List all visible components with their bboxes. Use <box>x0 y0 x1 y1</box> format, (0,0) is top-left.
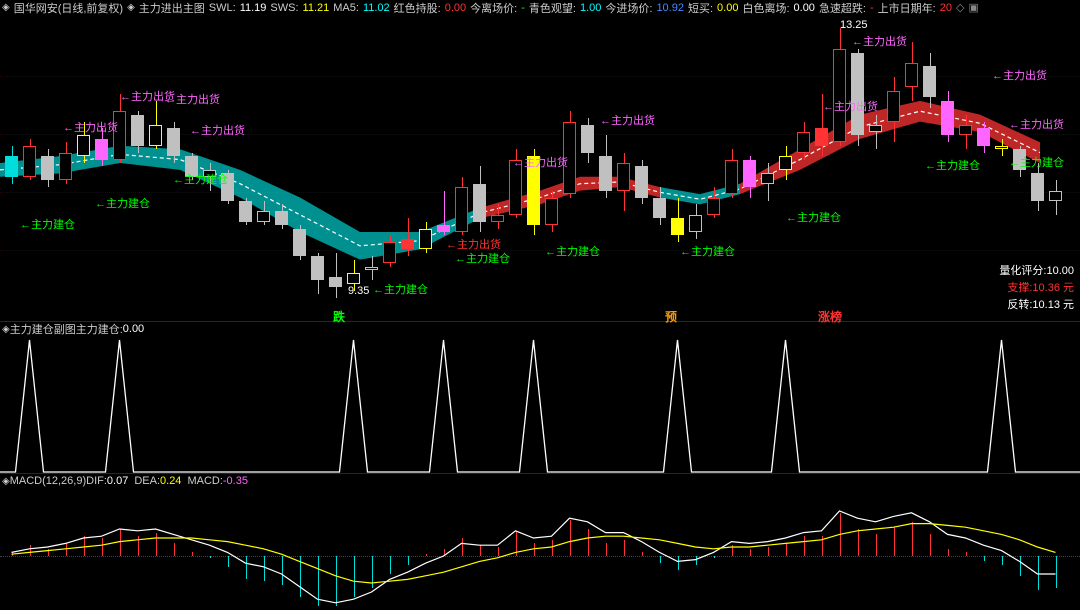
candle[interactable] <box>257 0 270 321</box>
candle[interactable] <box>491 0 504 321</box>
candle[interactable] <box>689 0 702 321</box>
annotation: ←主力建仓 <box>1009 154 1064 170</box>
annotation: ←主力出货 <box>600 112 655 128</box>
candle[interactable] <box>59 0 72 321</box>
candle[interactable] <box>185 0 198 321</box>
candle[interactable] <box>671 0 684 321</box>
annotation: ←主力出货 <box>513 154 568 170</box>
annotation: ←主力建仓 <box>925 157 980 173</box>
candle[interactable] <box>725 0 738 321</box>
candle[interactable] <box>653 0 666 321</box>
candle[interactable] <box>23 0 36 321</box>
candle[interactable] <box>131 0 144 321</box>
candle[interactable] <box>473 0 486 321</box>
candle[interactable] <box>455 0 468 321</box>
candle[interactable] <box>275 0 288 321</box>
candle[interactable] <box>221 0 234 321</box>
candle[interactable] <box>383 0 396 321</box>
annotation: ←主力出货 <box>190 122 245 138</box>
candle[interactable] <box>743 0 756 321</box>
candle[interactable] <box>617 0 630 321</box>
candle[interactable] <box>293 0 306 321</box>
info-row: 反转:10.13 元 <box>1007 296 1074 312</box>
candle[interactable] <box>365 0 378 321</box>
candle[interactable] <box>77 0 90 321</box>
annotation: ←主力出货 <box>165 91 220 107</box>
annotation: ←主力建仓 <box>680 243 735 259</box>
annotation: ←主力出货 <box>63 119 118 135</box>
annotation: ←主力建仓 <box>95 195 150 211</box>
candle[interactable] <box>149 0 162 321</box>
candle[interactable] <box>581 0 594 321</box>
candle[interactable] <box>311 0 324 321</box>
macd-lines <box>0 474 1080 610</box>
annotation: ←主力出货 <box>823 98 878 114</box>
annotation: ←主力出货 <box>852 33 907 49</box>
info-row: 支撑:10.36 元 <box>1007 279 1074 295</box>
annotation: ←主力建仓 <box>20 216 75 232</box>
main-chart-panel[interactable]: ◈国华网安(日线,前复权)◈主力进出主图SWL:11.19SWS:11.21MA… <box>0 0 1080 322</box>
candle[interactable] <box>5 0 18 321</box>
candle[interactable] <box>815 0 828 321</box>
price-label: 9.35 <box>348 285 369 297</box>
candle[interactable] <box>635 0 648 321</box>
annotation: ←主力建仓 <box>173 171 228 187</box>
candle[interactable] <box>761 0 774 321</box>
info-row: 量化评分:10.00 <box>999 262 1074 278</box>
candle[interactable] <box>203 0 216 321</box>
candle[interactable] <box>707 0 720 321</box>
candle[interactable] <box>401 0 414 321</box>
macd-panel[interactable]: ◈MACD(12,26,9) DIF:0.07DEA:0.24MACD:-0.3… <box>0 474 1080 610</box>
candle[interactable] <box>41 0 54 321</box>
candle[interactable] <box>95 0 108 321</box>
annotation: ←主力建仓 <box>455 250 510 266</box>
annotation: ←主力建仓 <box>786 209 841 225</box>
candle[interactable] <box>833 0 846 321</box>
candle[interactable] <box>113 0 126 321</box>
candle[interactable] <box>779 0 792 321</box>
candle[interactable] <box>797 0 810 321</box>
candle[interactable] <box>167 0 180 321</box>
candle[interactable] <box>329 0 342 321</box>
annotation: ←主力建仓 <box>373 281 428 297</box>
annotation: ←主力出货 <box>992 67 1047 83</box>
candle[interactable] <box>599 0 612 321</box>
price-label: 13.25 <box>840 19 868 31</box>
candle[interactable] <box>437 0 450 321</box>
annotation: ←主力出货 <box>1009 116 1064 132</box>
candle[interactable] <box>419 0 432 321</box>
sub1-panel[interactable]: ◈主力建仓副图 主力建仓:0.00 <box>0 322 1080 474</box>
candle[interactable] <box>347 0 360 321</box>
sub1-line <box>0 322 1080 474</box>
candle[interactable] <box>239 0 252 321</box>
annotation: ←主力建仓 <box>545 243 600 259</box>
